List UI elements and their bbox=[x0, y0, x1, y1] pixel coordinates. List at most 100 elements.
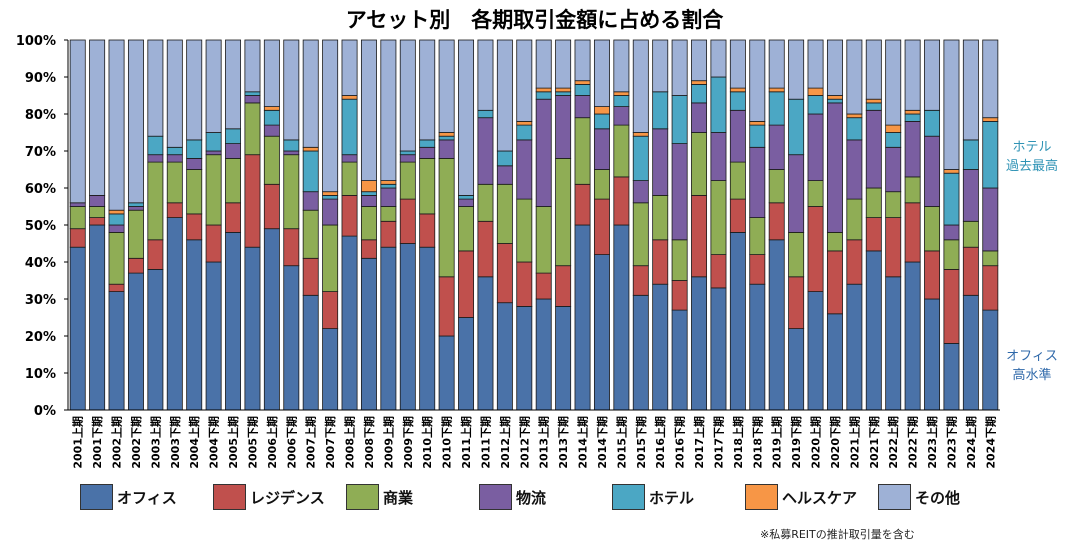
x-tick-label: 2019下期 bbox=[789, 416, 803, 469]
bar-segment bbox=[632, 202, 649, 267]
y-tick-label: 90% bbox=[25, 71, 56, 86]
x-tick-label: 2004下期 bbox=[207, 416, 221, 469]
bar-segment bbox=[458, 39, 475, 196]
bar-segment bbox=[127, 272, 144, 411]
bar-segment bbox=[768, 87, 785, 93]
bar-segment bbox=[438, 39, 455, 133]
bar-segment bbox=[147, 154, 164, 163]
bar-segment bbox=[962, 139, 979, 170]
bar-segment bbox=[846, 239, 863, 285]
bar-segment bbox=[768, 39, 785, 89]
bar-segment bbox=[671, 280, 688, 311]
bar-segment bbox=[127, 39, 144, 204]
office-annotation-line2: 高水準 bbox=[1012, 368, 1052, 383]
bar-segment bbox=[691, 194, 708, 278]
bar-segment bbox=[263, 135, 280, 185]
legend-swatch bbox=[80, 484, 113, 510]
hotel-record-annotation: ホテル 過去最高 bbox=[996, 138, 1068, 176]
bar-segment bbox=[691, 132, 708, 196]
bar-segment bbox=[186, 39, 203, 141]
bar-segment bbox=[555, 39, 572, 89]
bar-segment bbox=[496, 150, 513, 167]
legend-swatch bbox=[479, 484, 512, 510]
legend-item: その他 bbox=[878, 482, 960, 512]
bar-segment bbox=[729, 231, 746, 411]
bar-segment bbox=[477, 183, 494, 222]
bar-segment bbox=[826, 95, 843, 100]
bar-segment bbox=[458, 206, 475, 252]
legend-swatch bbox=[213, 484, 246, 510]
bar-segment bbox=[632, 265, 649, 296]
bar-segment bbox=[632, 132, 649, 137]
bar-segment bbox=[826, 313, 843, 411]
bar-segment bbox=[360, 191, 377, 196]
bar-segment bbox=[943, 342, 960, 411]
bar-segment bbox=[458, 317, 475, 411]
bar-segment bbox=[749, 39, 766, 122]
bar-segment bbox=[924, 206, 941, 252]
bar-segment bbox=[904, 261, 921, 411]
bar-segment bbox=[671, 309, 688, 411]
bar-segment bbox=[768, 202, 785, 241]
bar-segment bbox=[749, 121, 766, 126]
bar-segment bbox=[574, 39, 591, 82]
legend-label: その他 bbox=[915, 488, 961, 507]
bar-segment bbox=[924, 39, 941, 111]
bar-segment bbox=[458, 198, 475, 207]
bar-segment bbox=[943, 239, 960, 270]
bar-segment bbox=[419, 246, 436, 411]
x-tick-label: 2015下期 bbox=[634, 416, 648, 469]
bar-segment bbox=[516, 39, 533, 122]
bar-segment bbox=[904, 113, 921, 122]
bar-segment bbox=[438, 139, 455, 159]
y-tick-label: 30% bbox=[25, 293, 56, 308]
bar-segment bbox=[555, 265, 572, 307]
bar-segment bbox=[69, 246, 86, 411]
bar-segment bbox=[302, 257, 319, 296]
bar-segment bbox=[360, 194, 377, 207]
bar-segment bbox=[147, 135, 164, 156]
bar-segment bbox=[89, 217, 106, 226]
bar-segment bbox=[108, 213, 125, 226]
y-tick-label: 70% bbox=[25, 145, 56, 160]
legend-label: 商業 bbox=[383, 488, 414, 507]
bar-segment bbox=[458, 250, 475, 318]
bar-segment bbox=[555, 305, 572, 411]
bar-segment bbox=[729, 39, 746, 89]
x-tick-label: 2011上期 bbox=[459, 416, 473, 469]
bar-segment bbox=[322, 224, 339, 292]
bar-segment bbox=[535, 39, 552, 89]
hotel-annotation-line2: 過去最高 bbox=[1005, 159, 1058, 174]
bar-segment bbox=[477, 109, 494, 119]
bar-segment bbox=[419, 146, 436, 159]
bar-segment bbox=[516, 124, 533, 141]
bar-segment bbox=[962, 39, 979, 141]
bar-segment bbox=[225, 231, 242, 411]
bar-segment bbox=[729, 87, 746, 93]
bar-segment bbox=[652, 128, 669, 196]
bar-segment bbox=[788, 39, 805, 100]
bar-segment bbox=[186, 239, 203, 411]
x-tick-label: 2022上期 bbox=[886, 416, 900, 469]
bar-segment bbox=[244, 95, 261, 104]
bar-segment bbox=[127, 202, 144, 207]
bar-segment bbox=[186, 169, 203, 215]
bar-segment bbox=[652, 91, 669, 130]
x-tick-label: 2009上期 bbox=[381, 416, 395, 469]
bar-segment bbox=[89, 194, 106, 207]
bar-segment bbox=[807, 87, 824, 96]
bar-segment bbox=[341, 161, 358, 196]
x-tick-label: 2016上期 bbox=[653, 416, 667, 469]
x-tick-label: 2006下期 bbox=[284, 416, 298, 469]
bar-segment bbox=[166, 154, 183, 163]
bar-segment bbox=[710, 132, 727, 181]
bar-segment bbox=[710, 254, 727, 289]
bar-segment bbox=[341, 235, 358, 411]
bar-segment bbox=[186, 213, 203, 241]
bar-segment bbox=[89, 206, 106, 219]
bar-segment bbox=[535, 87, 552, 93]
x-tick-label: 2004上期 bbox=[187, 416, 201, 469]
bar-segment bbox=[108, 209, 125, 215]
bar-segment bbox=[691, 102, 708, 133]
x-tick-label: 2001上期 bbox=[71, 416, 85, 469]
